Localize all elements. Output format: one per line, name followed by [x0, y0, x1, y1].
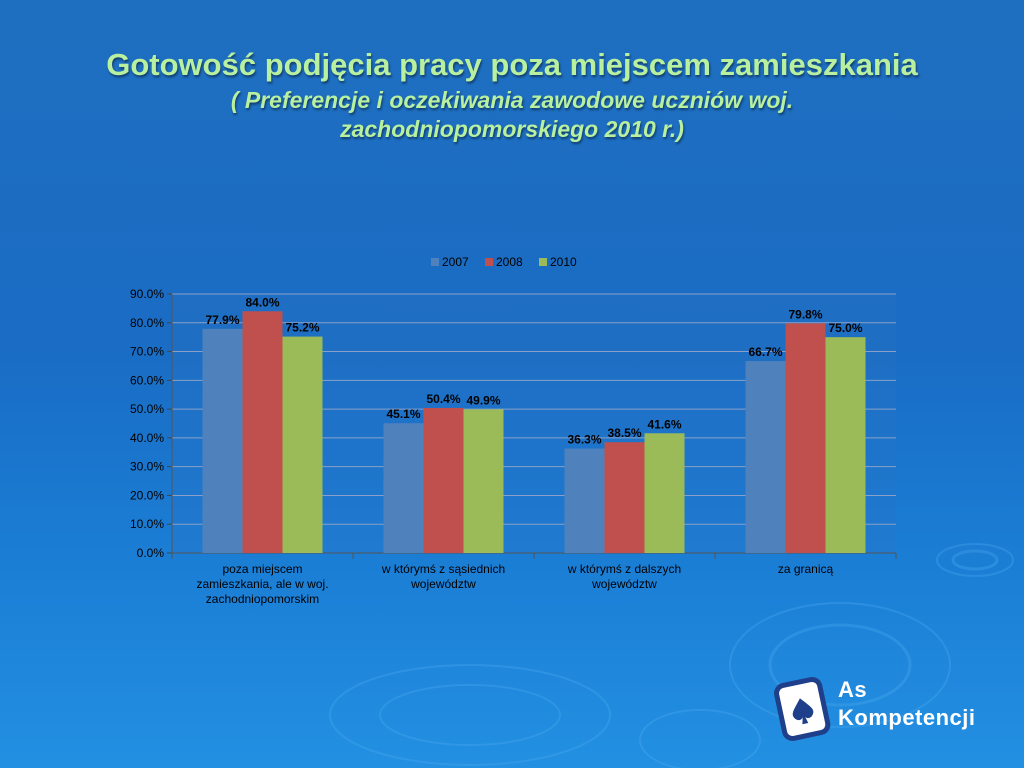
bar-2007-1: [202, 328, 243, 553]
data-label: 45.1%: [386, 407, 420, 421]
y-tick-label: 70.0%: [130, 345, 164, 359]
bar-2010-4: [825, 337, 866, 553]
data-label: 36.3%: [567, 433, 601, 447]
logo-line-1: As: [838, 677, 868, 702]
y-tick-label: 0.0%: [137, 546, 165, 560]
x-category-label: poza miejscem zamieszkania, ale w woj. zac…: [196, 562, 328, 606]
legend-swatch-2007: [431, 258, 439, 266]
data-label: 84.0%: [245, 295, 279, 309]
legend-label-2008: 2008: [496, 255, 523, 269]
slide-title: Gotowość podjęcia pracy poza miejscem za…: [106, 47, 918, 82]
bar-2007-3: [564, 448, 605, 553]
data-label: 79.8%: [788, 307, 822, 321]
data-label: 49.9%: [466, 393, 500, 407]
legend-swatch-2008: [485, 258, 493, 266]
bar-2007-2: [383, 423, 424, 553]
legend-label-2007: 2007: [442, 255, 469, 269]
y-tick-label: 50.0%: [130, 402, 164, 416]
bar-2007-4: [745, 361, 786, 553]
logo-text: As Kompetencji: [838, 676, 976, 732]
y-tick-label: 40.0%: [130, 431, 164, 445]
slide-subtitle: ( Preferencje i oczekiwania zawodowe ucz…: [230, 87, 794, 142]
x-category-label: za granicą: [778, 562, 834, 576]
bar-2010-2: [463, 409, 504, 553]
legend-swatch-2010: [539, 258, 547, 266]
as-kompetencji-logo: As Kompetencji: [770, 672, 1010, 752]
y-tick-label: 10.0%: [130, 517, 164, 531]
y-tick-label: 80.0%: [130, 316, 164, 330]
bar-2008-2: [423, 407, 464, 553]
y-tick-label: 90.0%: [130, 287, 164, 301]
data-label: 75.2%: [285, 321, 319, 335]
data-label: 41.6%: [647, 417, 681, 431]
data-label: 38.5%: [607, 426, 641, 440]
x-category-label: w którymś z sąsiednich województw: [381, 562, 505, 591]
data-label: 75.0%: [828, 321, 862, 335]
y-tick-label: 60.0%: [130, 373, 164, 387]
y-tick-label: 20.0%: [130, 488, 164, 502]
data-label: 66.7%: [748, 345, 782, 359]
bar-2008-1: [242, 311, 283, 553]
spade-card-icon: [774, 676, 831, 741]
data-label: 77.9%: [205, 313, 239, 327]
x-category-label: w którymś z dalszych województw: [567, 562, 681, 591]
data-label: 50.4%: [426, 392, 460, 406]
logo-line-2: Kompetencji: [838, 705, 976, 730]
bar-2010-3: [644, 433, 685, 553]
bar-2008-4: [785, 323, 826, 553]
legend-label-2010: 2010: [550, 255, 577, 269]
bar-2010-1: [282, 336, 323, 553]
title-block: Gotowość podjęcia pracy poza miejscem za…: [0, 46, 1024, 144]
y-tick-label: 30.0%: [130, 460, 164, 474]
bar-2008-3: [604, 442, 645, 553]
